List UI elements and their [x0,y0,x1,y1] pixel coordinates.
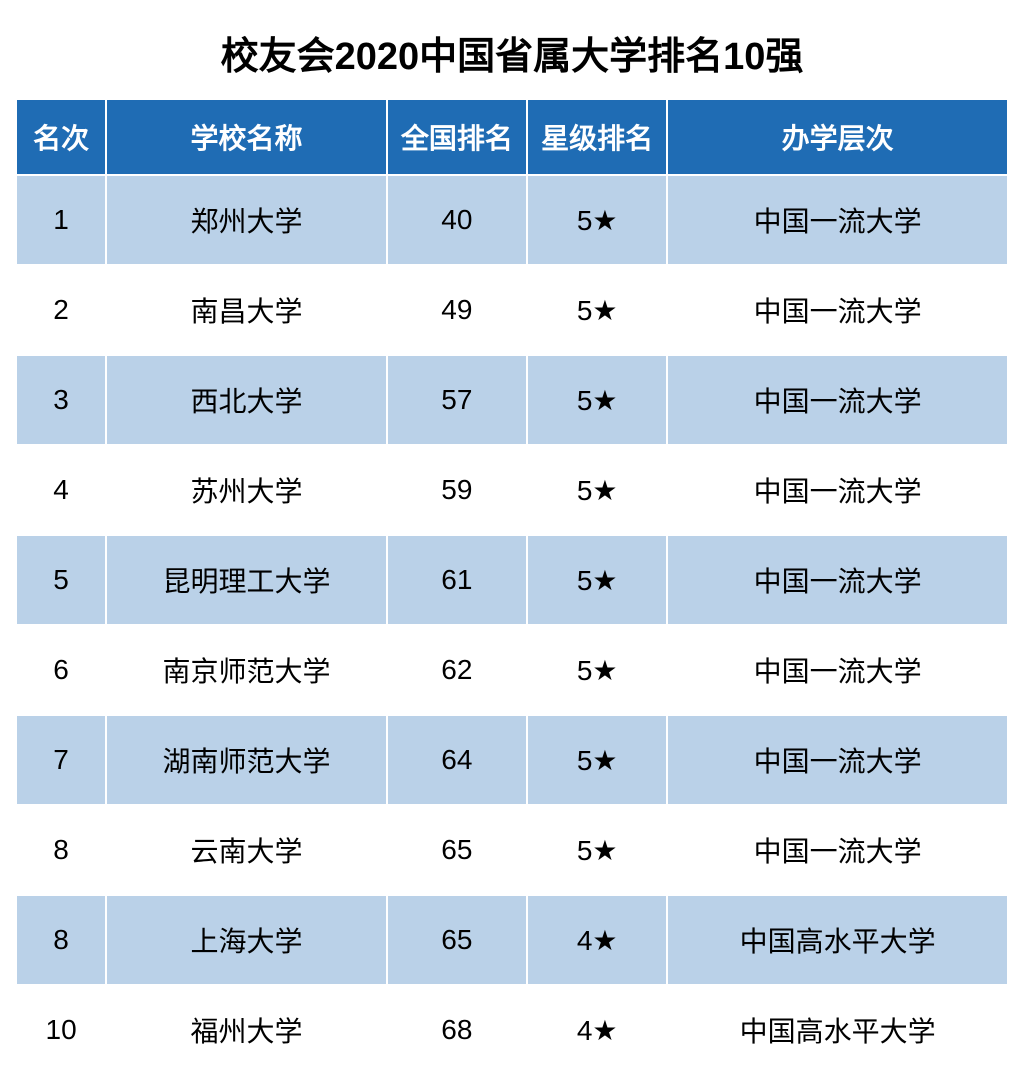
cell-level: 中国一流大学 [667,805,1008,895]
cell-national: 61 [387,535,527,625]
cell-school: 福州大学 [106,985,387,1075]
cell-school: 湖南师范大学 [106,715,387,805]
cell-national: 65 [387,895,527,985]
cell-national: 57 [387,355,527,445]
cell-national: 64 [387,715,527,805]
col-header-rank: 名次 [16,99,106,175]
table-row: 10 福州大学 68 4★ 中国高水平大学 [16,985,1008,1075]
cell-level: 中国一流大学 [667,625,1008,715]
col-header-national: 全国排名 [387,99,527,175]
cell-level: 中国高水平大学 [667,985,1008,1075]
cell-level: 中国一流大学 [667,265,1008,355]
col-header-star: 星级排名 [527,99,667,175]
cell-rank: 2 [16,265,106,355]
cell-level: 中国一流大学 [667,715,1008,805]
cell-school: 西北大学 [106,355,387,445]
table-container: 校友会2020中国省属大学排名10强 名次 学校名称 全国排名 星级排名 办学层… [0,0,1024,1091]
cell-star: 5★ [527,625,667,715]
cell-rank: 7 [16,715,106,805]
cell-school: 南昌大学 [106,265,387,355]
table-row: 3 西北大学 57 5★ 中国一流大学 [16,355,1008,445]
cell-star: 5★ [527,805,667,895]
cell-school: 南京师范大学 [106,625,387,715]
table-row: 4 苏州大学 59 5★ 中国一流大学 [16,445,1008,535]
cell-rank: 8 [16,895,106,985]
cell-rank: 8 [16,805,106,895]
table-row: 2 南昌大学 49 5★ 中国一流大学 [16,265,1008,355]
cell-school: 昆明理工大学 [106,535,387,625]
cell-national: 68 [387,985,527,1075]
table-row: 8 云南大学 65 5★ 中国一流大学 [16,805,1008,895]
cell-national: 59 [387,445,527,535]
cell-level: 中国一流大学 [667,445,1008,535]
cell-school: 苏州大学 [106,445,387,535]
cell-national: 65 [387,805,527,895]
cell-national: 40 [387,175,527,265]
table-row: 8 上海大学 65 4★ 中国高水平大学 [16,895,1008,985]
page-title: 校友会2020中国省属大学排名10强 [15,15,1009,98]
cell-rank: 5 [16,535,106,625]
cell-star: 5★ [527,355,667,445]
table-row: 6 南京师范大学 62 5★ 中国一流大学 [16,625,1008,715]
cell-star: 5★ [527,715,667,805]
cell-level: 中国一流大学 [667,535,1008,625]
cell-school: 郑州大学 [106,175,387,265]
cell-national: 62 [387,625,527,715]
cell-rank: 10 [16,985,106,1075]
cell-rank: 4 [16,445,106,535]
cell-level: 中国高水平大学 [667,895,1008,985]
table-row: 5 昆明理工大学 61 5★ 中国一流大学 [16,535,1008,625]
cell-school: 云南大学 [106,805,387,895]
cell-rank: 3 [16,355,106,445]
cell-school: 上海大学 [106,895,387,985]
table-row: 1 郑州大学 40 5★ 中国一流大学 [16,175,1008,265]
col-header-level: 办学层次 [667,99,1008,175]
col-header-school: 学校名称 [106,99,387,175]
ranking-table: 名次 学校名称 全国排名 星级排名 办学层次 1 郑州大学 40 5★ 中国一流… [15,98,1009,1076]
cell-rank: 6 [16,625,106,715]
cell-national: 49 [387,265,527,355]
cell-rank: 1 [16,175,106,265]
cell-star: 4★ [527,895,667,985]
cell-star: 5★ [527,175,667,265]
cell-star: 5★ [527,265,667,355]
cell-star: 5★ [527,445,667,535]
table-body: 1 郑州大学 40 5★ 中国一流大学 2 南昌大学 49 5★ 中国一流大学 … [16,175,1008,1075]
cell-star: 4★ [527,985,667,1075]
cell-level: 中国一流大学 [667,355,1008,445]
table-row: 7 湖南师范大学 64 5★ 中国一流大学 [16,715,1008,805]
cell-star: 5★ [527,535,667,625]
table-header-row: 名次 学校名称 全国排名 星级排名 办学层次 [16,99,1008,175]
cell-level: 中国一流大学 [667,175,1008,265]
